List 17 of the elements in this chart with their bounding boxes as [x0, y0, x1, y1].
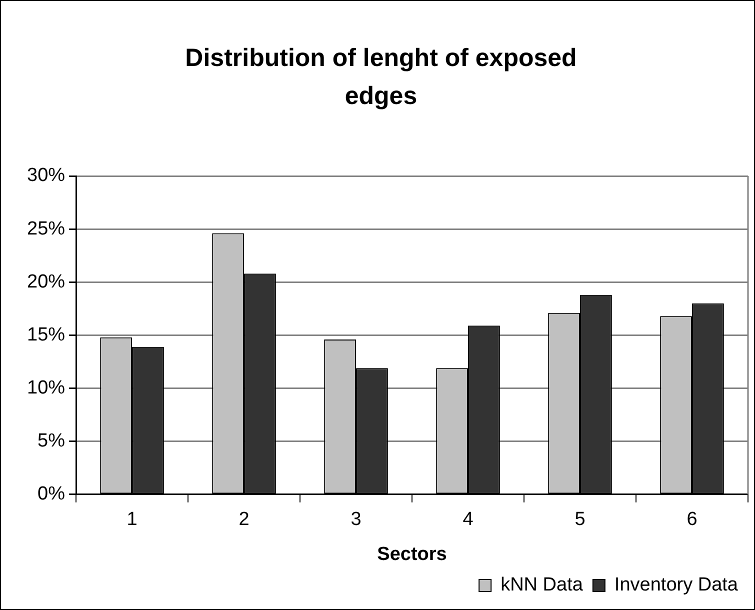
x-tick-label: 1 — [126, 509, 138, 530]
y-tick-label: 15% — [26, 324, 66, 346]
legend-label: Inventory Data — [614, 574, 738, 596]
y-tick-label: 30% — [26, 165, 66, 186]
x-tick-label: 5 — [574, 509, 586, 530]
x-tick-label: 3 — [350, 509, 362, 530]
x-axis-title: Sectors — [377, 544, 447, 565]
y-tick-label: 0% — [38, 484, 66, 505]
x-tick-label: 2 — [238, 509, 250, 530]
x-tick-label: 4 — [462, 509, 474, 530]
x-tick-label: 6 — [686, 509, 698, 530]
y-tick-label: 5% — [38, 430, 66, 452]
y-tick-label: 25% — [26, 218, 66, 240]
y-tick-label: 10% — [26, 378, 66, 398]
chart-title: Distribution of lenght of exposed edges — [184, 43, 578, 112]
y-tick-label: 20% — [26, 271, 66, 292]
legend-label: kNN Data — [500, 574, 584, 596]
